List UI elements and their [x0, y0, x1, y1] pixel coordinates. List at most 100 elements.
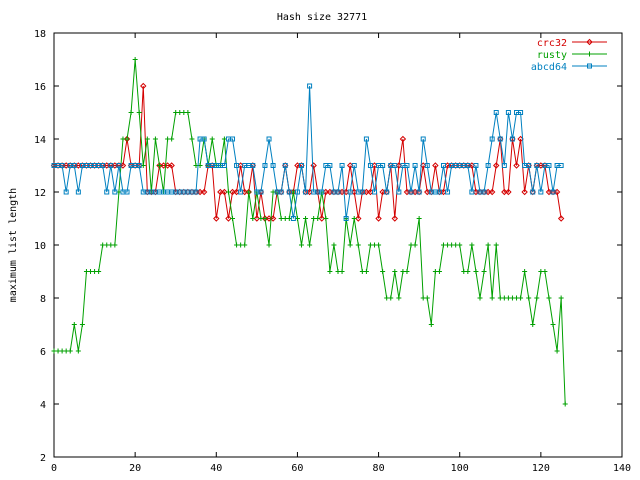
data-point: [225, 189, 231, 195]
data-point: [262, 216, 268, 221]
x-tick-label: 120: [532, 463, 550, 474]
data-point: [75, 348, 81, 354]
legend-label-abcd64: abcd64: [531, 62, 567, 73]
data-point: [124, 189, 130, 195]
data-point: [327, 269, 333, 274]
legend-label-crc32: crc32: [537, 38, 567, 49]
data-point: [108, 163, 114, 168]
data-point: [473, 163, 479, 168]
data-point: [270, 163, 276, 168]
x-tick-label: 20: [129, 463, 141, 474]
data-point: [67, 348, 73, 354]
data-point: [230, 216, 236, 221]
data-point: [266, 136, 272, 142]
data-point: [465, 269, 471, 274]
x-tick-label: 80: [373, 463, 385, 474]
data-point: [152, 136, 158, 142]
data-point: [550, 189, 556, 195]
data-point: [169, 136, 175, 142]
data-point: [315, 216, 321, 221]
data-point: [424, 163, 430, 168]
data-point: [307, 83, 313, 89]
data-point: [347, 189, 353, 195]
data-point: [246, 189, 252, 195]
data-point: [562, 401, 568, 407]
data-point: [298, 242, 304, 248]
data-point: [307, 242, 313, 248]
data-point: [457, 242, 463, 248]
data-point: [310, 162, 317, 169]
data-point: [221, 163, 227, 168]
data-point: [420, 136, 426, 142]
data-point: [351, 163, 357, 168]
data-point: [546, 163, 552, 168]
data-point: [380, 163, 386, 168]
plot-frame: [53, 32, 623, 458]
data-point: [493, 110, 499, 115]
legend-label-rusty: rusty: [537, 50, 567, 61]
data-point: [550, 322, 556, 327]
data-point: [229, 188, 236, 196]
data-point: [530, 322, 536, 327]
data-point: [518, 295, 524, 301]
x-tick-label: 100: [451, 463, 469, 474]
data-point: [355, 242, 361, 248]
data-point: [144, 136, 150, 142]
data-point: [100, 163, 106, 168]
data-point: [359, 189, 365, 195]
data-point: [351, 216, 357, 221]
data-point: [493, 162, 500, 169]
y-tick-label: 12: [34, 188, 46, 199]
data-point: [473, 269, 479, 274]
data-point: [136, 110, 142, 115]
data-point: [375, 215, 382, 222]
x-tick-label: 140: [613, 463, 631, 474]
data-point: [290, 216, 296, 221]
data-point: [75, 189, 81, 195]
data-point: [412, 242, 418, 248]
data-point: [339, 163, 345, 168]
data-point: [266, 242, 272, 248]
data-point: [156, 163, 162, 168]
series-abcd64: [51, 83, 564, 221]
data-point: [558, 163, 564, 168]
data-point: [481, 189, 487, 195]
data-point: [168, 162, 175, 169]
data-point: [124, 136, 130, 142]
data-point: [238, 189, 244, 195]
chart-title: Hash size 32771: [277, 12, 367, 23]
data-point: [294, 189, 300, 195]
y-tick-label: 14: [34, 135, 46, 146]
data-point: [488, 188, 496, 196]
y-tick-label: 4: [40, 400, 46, 411]
series-line-crc32: [54, 85, 562, 219]
data-point: [509, 136, 515, 142]
data-point: [363, 269, 369, 274]
data-point: [465, 163, 471, 168]
data-point: [489, 295, 495, 301]
data-point: [213, 215, 220, 222]
y-tick-label: 8: [40, 294, 46, 305]
data-point: [436, 189, 442, 195]
data-point: [534, 163, 540, 168]
data-point: [140, 82, 147, 90]
series-group: [50, 57, 568, 407]
data-point: [518, 110, 524, 115]
data-point: [380, 269, 386, 274]
data-point: [416, 189, 422, 195]
data-point: [363, 136, 369, 142]
data-point: [335, 189, 341, 195]
y-tick-label: 6: [40, 347, 46, 358]
data-point: [501, 188, 508, 196]
x-tick-label: 40: [210, 463, 222, 474]
data-point: [225, 215, 232, 222]
data-point: [112, 242, 118, 248]
data-point: [282, 163, 288, 168]
legend-marker-abcd64: [587, 63, 592, 69]
data-point: [303, 189, 309, 195]
data-point: [534, 295, 540, 301]
data-point: [526, 295, 532, 301]
data-point: [392, 269, 398, 274]
data-point: [372, 189, 378, 195]
